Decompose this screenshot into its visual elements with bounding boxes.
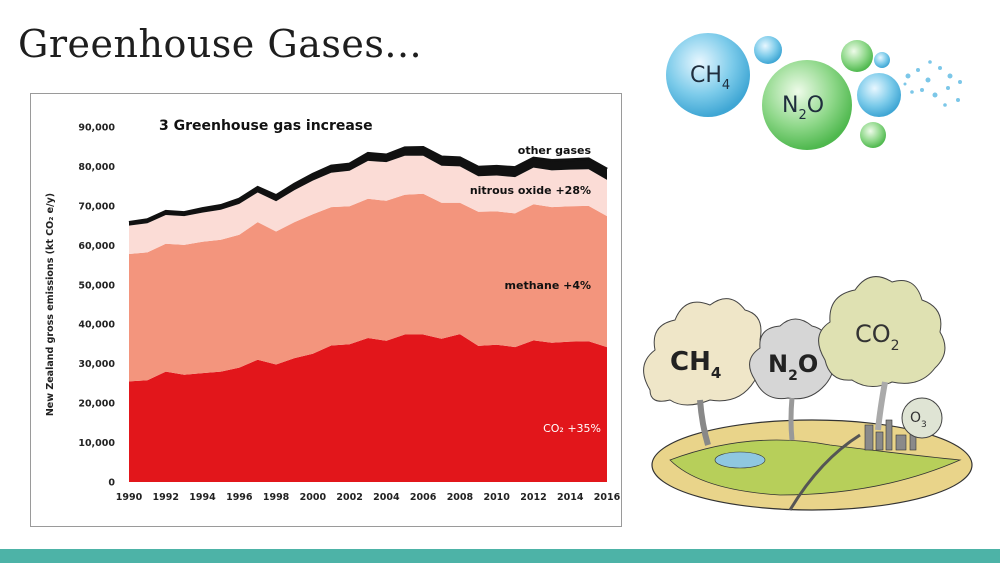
x-tick-label: 2006: [410, 492, 437, 503]
small-bubble-icon: [874, 52, 890, 68]
svg-text:CO2: CO2: [855, 320, 900, 354]
x-tick-label: 2014: [557, 492, 584, 503]
droplets-icon: [903, 60, 962, 107]
series-label-nitrous-oxide-28: nitrous oxide +28%: [470, 184, 591, 197]
volcano-n2o-subscript: 2: [788, 368, 798, 384]
y-tick-label: 20,000: [78, 399, 115, 410]
y-tick-label: 80,000: [78, 162, 115, 173]
ch4-subscript: 4: [722, 78, 730, 93]
y-tick-label: 40,000: [78, 320, 115, 331]
y-tick-label: 60,000: [78, 241, 115, 252]
ch4-cloud: [643, 298, 767, 446]
y-tick-label: 70,000: [78, 201, 115, 212]
y-tick-label: 0: [108, 478, 115, 489]
area-co-35: [129, 334, 607, 482]
n2o-subscript: 2: [798, 108, 806, 123]
x-tick-label: 2008: [447, 492, 474, 503]
n2o-bubble: [762, 60, 852, 150]
svg-text:CH4: CH4: [690, 63, 730, 93]
x-tick-label: 2004: [373, 492, 400, 503]
x-tick-label: 1996: [226, 492, 253, 503]
small-bubble-icon: [841, 40, 873, 72]
y-tick-label: 10,000: [78, 438, 115, 449]
small-bubble-icon: [754, 36, 782, 64]
volcano-o3-label: O: [910, 410, 921, 426]
volcano-co2-label: CO: [855, 320, 891, 348]
y-tick-label: 90,000: [78, 123, 115, 134]
volcano-ch4-subscript: 4: [711, 364, 721, 382]
city-icon: [864, 419, 917, 451]
lake-icon: [714, 451, 766, 469]
co2-cloud: [818, 276, 946, 431]
svg-text:O3: O3: [910, 410, 927, 430]
emissions-chart: 0 10,000 20,000 30,000 40,000 50,000 60,000 70,…: [45, 118, 621, 503]
molecule-bubbles-illustration: CH4 N2O: [666, 33, 962, 150]
area-nitrous-oxide-28: [129, 155, 607, 254]
footer-accent-bar: [0, 549, 1000, 563]
n2o-cloud: [749, 318, 834, 441]
x-tick-label: 2010: [483, 492, 510, 503]
series-label-methane-4: methane +4%: [505, 279, 591, 292]
y-tick-label: 50,000: [78, 280, 115, 291]
svg-text:N2O: N2O: [782, 93, 824, 123]
x-tick-label: 1994: [189, 492, 216, 503]
volcano-o3-subscript: 3: [921, 420, 927, 430]
other-gases-top-line: [128, 145, 608, 224]
x-tick-label: 1992: [153, 492, 179, 503]
svg-text:CH4: CH4: [670, 347, 721, 382]
n2o-label-o: O: [807, 93, 824, 118]
small-bubble-icon: [860, 122, 886, 148]
y-tick-label: 30,000: [78, 359, 115, 370]
svg-text:N2O: N2O: [768, 350, 818, 384]
road-icon: [788, 433, 861, 511]
small-bubble-icon: [857, 73, 901, 117]
volcano-n2o-label-n: N: [768, 350, 788, 378]
x-tick-label: 2002: [336, 492, 362, 503]
chart-frame: 0 10,000 20,000 30,000 40,000 50,000 60,000 70,…: [30, 93, 622, 527]
x-tick-label: 1990: [116, 492, 143, 503]
slide-title: Greenhouse Gases...: [18, 22, 423, 66]
n2o-label-n: N: [782, 93, 798, 118]
series-label-co-35: CO₂ +35%: [543, 422, 601, 435]
volcano-ch4-label: CH: [670, 347, 711, 377]
o3-cloud: [901, 397, 943, 439]
chart-title: 3 Greenhouse gas increase: [159, 118, 373, 134]
volcano-n2o-label-o: O: [798, 350, 818, 378]
volcano-emissions-illustration: CH4 N2O CO2 O3: [643, 276, 973, 511]
x-tick-label: 1998: [263, 492, 290, 503]
x-tick-label: 2016: [594, 492, 621, 503]
x-tick-label: 2000: [300, 492, 327, 503]
ch4-label: CH: [690, 63, 722, 88]
volcano-co2-subscript: 2: [891, 338, 900, 354]
series-label-other-gases: other gases: [518, 144, 592, 157]
y-axis-label: New Zealand gross emissions (kt CO₂ e/y): [45, 193, 56, 416]
x-tick-label: 2012: [520, 492, 546, 503]
area-methane-4: [129, 193, 607, 382]
ch4-bubble: [666, 33, 750, 117]
